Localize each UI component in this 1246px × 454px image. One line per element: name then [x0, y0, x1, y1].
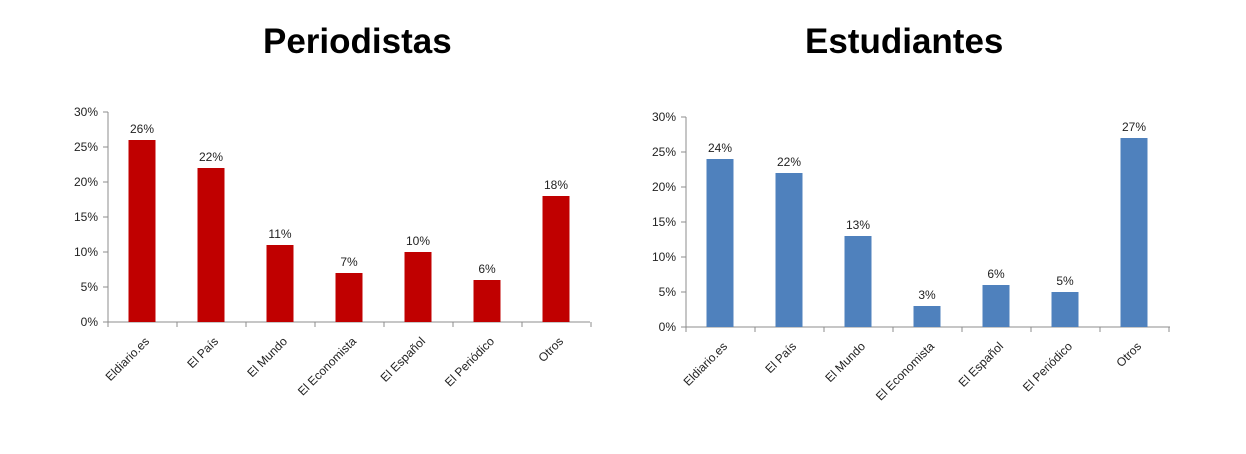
periodistas-category-label: Otros: [535, 334, 566, 365]
estudiantes-category-label: El Economista: [873, 339, 937, 403]
estudiantes-bar: [1051, 292, 1079, 327]
periodistas-bar: [473, 280, 501, 322]
periodistas-y-tick-label: 5%: [81, 280, 99, 294]
periodistas-y-tick-label: 20%: [74, 175, 98, 189]
periodistas-data-label: 18%: [544, 178, 568, 192]
periodistas-y-tick-label: 30%: [74, 105, 98, 119]
periodistas-category-label: El Mundo: [244, 334, 290, 380]
estudiantes-data-label: 13%: [846, 218, 870, 232]
periodistas-bar: [197, 168, 225, 322]
periodistas-category-label: Eldiario.es: [103, 334, 153, 384]
estudiantes-y-tick-label: 15%: [652, 215, 676, 229]
periodistas-data-label: 10%: [406, 234, 430, 248]
estudiantes-bar: [913, 306, 941, 327]
periodistas-y-tick-label: 0%: [81, 315, 99, 329]
periodistas-bar: [128, 140, 156, 322]
periodistas-category-label: El País: [184, 334, 221, 371]
estudiantes-category-label: Otros: [1113, 339, 1144, 370]
periodistas-category-label: El Economista: [295, 334, 359, 398]
periodistas-data-label: 11%: [268, 227, 291, 241]
estudiantes-y-tick-label: 10%: [652, 250, 676, 264]
periodistas-bar: [404, 252, 432, 322]
periodistas-data-label: 7%: [340, 255, 358, 269]
periodistas-category-label: El Periódico: [442, 334, 497, 389]
estudiantes-bar: [982, 285, 1010, 327]
estudiantes-data-label: 24%: [708, 141, 732, 155]
estudiantes-y-tick-label: 30%: [652, 110, 676, 124]
estudiantes-category-label: Eldiario.es: [681, 339, 731, 389]
periodistas-bar: [266, 245, 294, 322]
estudiantes-bar: [775, 173, 803, 327]
estudiantes-data-label: 3%: [918, 288, 936, 302]
estudiantes-data-label: 6%: [987, 267, 1005, 281]
chart-title-periodistas: Periodistas: [263, 22, 452, 61]
periodistas-y-tick-label: 15%: [74, 210, 98, 224]
estudiantes-y-tick-label: 20%: [652, 180, 676, 194]
chart-title-estudiantes: Estudiantes: [805, 22, 1004, 61]
estudiantes-category-label: El Mundo: [822, 339, 868, 385]
periodistas-bar: [542, 196, 570, 322]
estudiantes-y-tick-label: 0%: [659, 320, 677, 334]
periodistas-y-tick-label: 10%: [74, 245, 98, 259]
periodistas-data-label: 6%: [478, 262, 496, 276]
estudiantes-category-label: El País: [762, 339, 799, 376]
estudiantes-y-tick-label: 25%: [652, 145, 676, 159]
periodistas-data-label: 26%: [130, 122, 154, 136]
estudiantes-data-label: 5%: [1056, 274, 1074, 288]
periodistas-bar: [335, 273, 363, 322]
periodistas-data-label: 22%: [199, 150, 223, 164]
estudiantes-data-label: 27%: [1122, 120, 1146, 134]
estudiantes-y-tick-label: 5%: [659, 285, 677, 299]
estudiantes-bar: [1120, 138, 1148, 327]
estudiantes-bar: [844, 236, 872, 327]
estudiantes-category-label: El Español: [956, 339, 1006, 389]
estudiantes-category-label: El Periódico: [1020, 339, 1075, 394]
periodistas-y-tick-label: 25%: [74, 140, 98, 154]
estudiantes-bar: [706, 159, 734, 327]
periodistas-category-label: El Español: [378, 334, 428, 384]
estudiantes-data-label: 22%: [777, 155, 801, 169]
